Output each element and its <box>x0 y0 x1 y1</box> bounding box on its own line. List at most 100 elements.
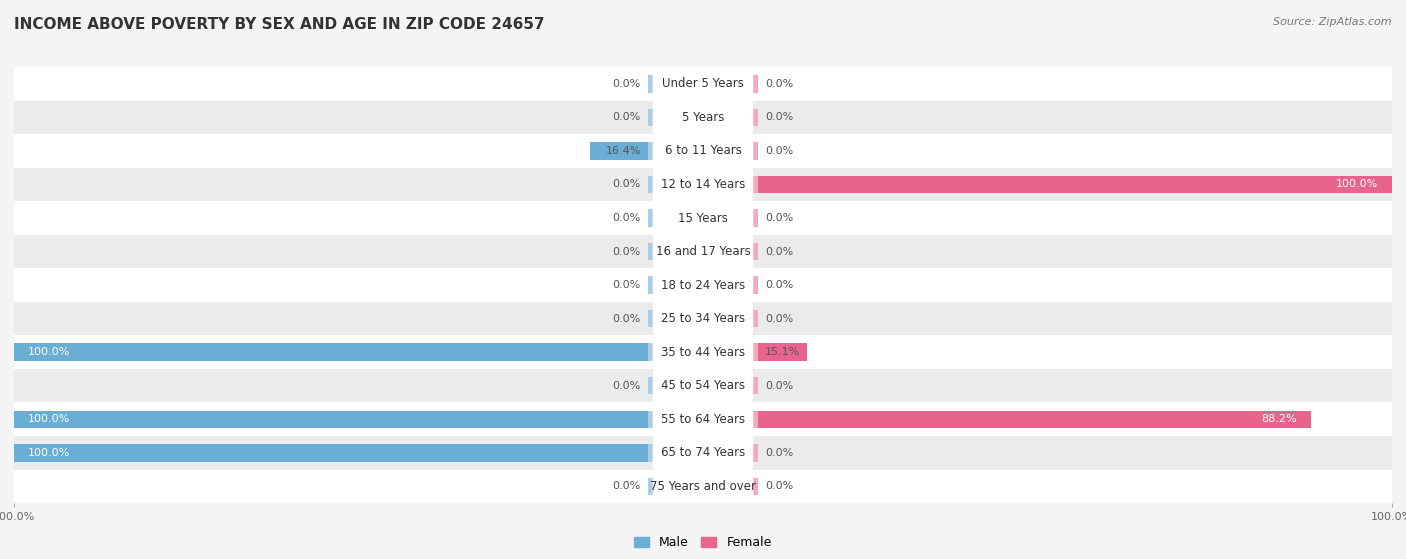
Text: 0.0%: 0.0% <box>613 280 641 290</box>
Text: 16 and 17 Years: 16 and 17 Years <box>655 245 751 258</box>
Bar <box>14 402 1392 436</box>
Text: 0.0%: 0.0% <box>613 481 641 491</box>
Bar <box>14 134 1392 168</box>
Bar <box>703 243 758 260</box>
Bar <box>14 470 1392 503</box>
Bar <box>648 477 703 495</box>
Text: 0.0%: 0.0% <box>765 481 793 491</box>
Legend: Male, Female: Male, Female <box>634 536 772 549</box>
Bar <box>703 377 758 395</box>
Bar <box>14 201 1392 235</box>
Bar <box>703 75 758 93</box>
Bar <box>14 343 703 361</box>
Text: 6 to 11 Years: 6 to 11 Years <box>665 144 741 158</box>
Text: 65 to 74 Years: 65 to 74 Years <box>661 446 745 459</box>
Bar <box>703 343 758 361</box>
FancyBboxPatch shape <box>652 368 754 403</box>
Text: 18 to 24 Years: 18 to 24 Years <box>661 278 745 292</box>
Text: 0.0%: 0.0% <box>765 146 793 156</box>
Bar <box>14 436 1392 470</box>
Bar <box>648 142 703 160</box>
Bar <box>14 235 1392 268</box>
Bar <box>648 410 703 428</box>
Bar <box>703 176 758 193</box>
Bar <box>14 101 1392 134</box>
FancyBboxPatch shape <box>652 201 754 235</box>
Text: 75 Years and over: 75 Years and over <box>650 480 756 493</box>
Text: 12 to 14 Years: 12 to 14 Years <box>661 178 745 191</box>
Text: 16.4%: 16.4% <box>606 146 641 156</box>
Bar <box>648 310 703 328</box>
Bar <box>703 343 807 361</box>
Bar <box>648 243 703 260</box>
Text: 0.0%: 0.0% <box>613 381 641 391</box>
Bar <box>14 268 1392 302</box>
Text: 0.0%: 0.0% <box>765 314 793 324</box>
Text: Under 5 Years: Under 5 Years <box>662 77 744 91</box>
Bar <box>703 410 1310 428</box>
Text: 0.0%: 0.0% <box>765 79 793 89</box>
Text: 0.0%: 0.0% <box>613 314 641 324</box>
Bar <box>648 209 703 227</box>
Text: 0.0%: 0.0% <box>765 112 793 122</box>
Bar <box>14 168 1392 201</box>
Text: 100.0%: 100.0% <box>28 347 70 357</box>
Text: 0.0%: 0.0% <box>613 213 641 223</box>
Text: 0.0%: 0.0% <box>765 247 793 257</box>
Bar <box>14 444 703 462</box>
FancyBboxPatch shape <box>652 435 754 470</box>
FancyBboxPatch shape <box>652 402 754 437</box>
Text: 15 Years: 15 Years <box>678 211 728 225</box>
FancyBboxPatch shape <box>652 134 754 168</box>
Bar <box>703 310 758 328</box>
Text: 0.0%: 0.0% <box>613 179 641 190</box>
Text: 88.2%: 88.2% <box>1261 414 1296 424</box>
Bar <box>648 276 703 294</box>
Text: 0.0%: 0.0% <box>765 448 793 458</box>
Text: 55 to 64 Years: 55 to 64 Years <box>661 413 745 426</box>
Text: 100.0%: 100.0% <box>28 414 70 424</box>
Bar <box>648 108 703 126</box>
Bar <box>648 176 703 193</box>
Text: Source: ZipAtlas.com: Source: ZipAtlas.com <box>1274 17 1392 27</box>
Bar <box>703 276 758 294</box>
Bar <box>703 176 1392 193</box>
Bar <box>591 142 703 160</box>
FancyBboxPatch shape <box>652 67 754 101</box>
Bar <box>14 410 703 428</box>
FancyBboxPatch shape <box>652 301 754 336</box>
Text: 0.0%: 0.0% <box>613 112 641 122</box>
Text: 100.0%: 100.0% <box>28 448 70 458</box>
Text: 0.0%: 0.0% <box>765 280 793 290</box>
Bar <box>703 108 758 126</box>
Text: 15.1%: 15.1% <box>765 347 800 357</box>
Bar <box>14 369 1392 402</box>
FancyBboxPatch shape <box>652 469 754 504</box>
Bar <box>14 335 1392 369</box>
Text: 0.0%: 0.0% <box>613 247 641 257</box>
FancyBboxPatch shape <box>652 100 754 135</box>
Text: 100.0%: 100.0% <box>1336 179 1378 190</box>
FancyBboxPatch shape <box>652 234 754 269</box>
Bar <box>703 477 758 495</box>
FancyBboxPatch shape <box>652 167 754 202</box>
Bar <box>648 343 703 361</box>
Bar <box>14 67 1392 101</box>
Text: INCOME ABOVE POVERTY BY SEX AND AGE IN ZIP CODE 24657: INCOME ABOVE POVERTY BY SEX AND AGE IN Z… <box>14 17 544 32</box>
Bar <box>14 302 1392 335</box>
Text: 45 to 54 Years: 45 to 54 Years <box>661 379 745 392</box>
Text: 0.0%: 0.0% <box>613 79 641 89</box>
Text: 0.0%: 0.0% <box>765 381 793 391</box>
Text: 0.0%: 0.0% <box>765 213 793 223</box>
FancyBboxPatch shape <box>652 268 754 302</box>
Bar <box>703 410 758 428</box>
Bar <box>648 444 703 462</box>
Text: 25 to 34 Years: 25 to 34 Years <box>661 312 745 325</box>
Bar <box>703 209 758 227</box>
Bar <box>703 444 758 462</box>
Bar <box>703 142 758 160</box>
Bar <box>648 75 703 93</box>
Bar <box>648 377 703 395</box>
Text: 5 Years: 5 Years <box>682 111 724 124</box>
FancyBboxPatch shape <box>652 335 754 369</box>
